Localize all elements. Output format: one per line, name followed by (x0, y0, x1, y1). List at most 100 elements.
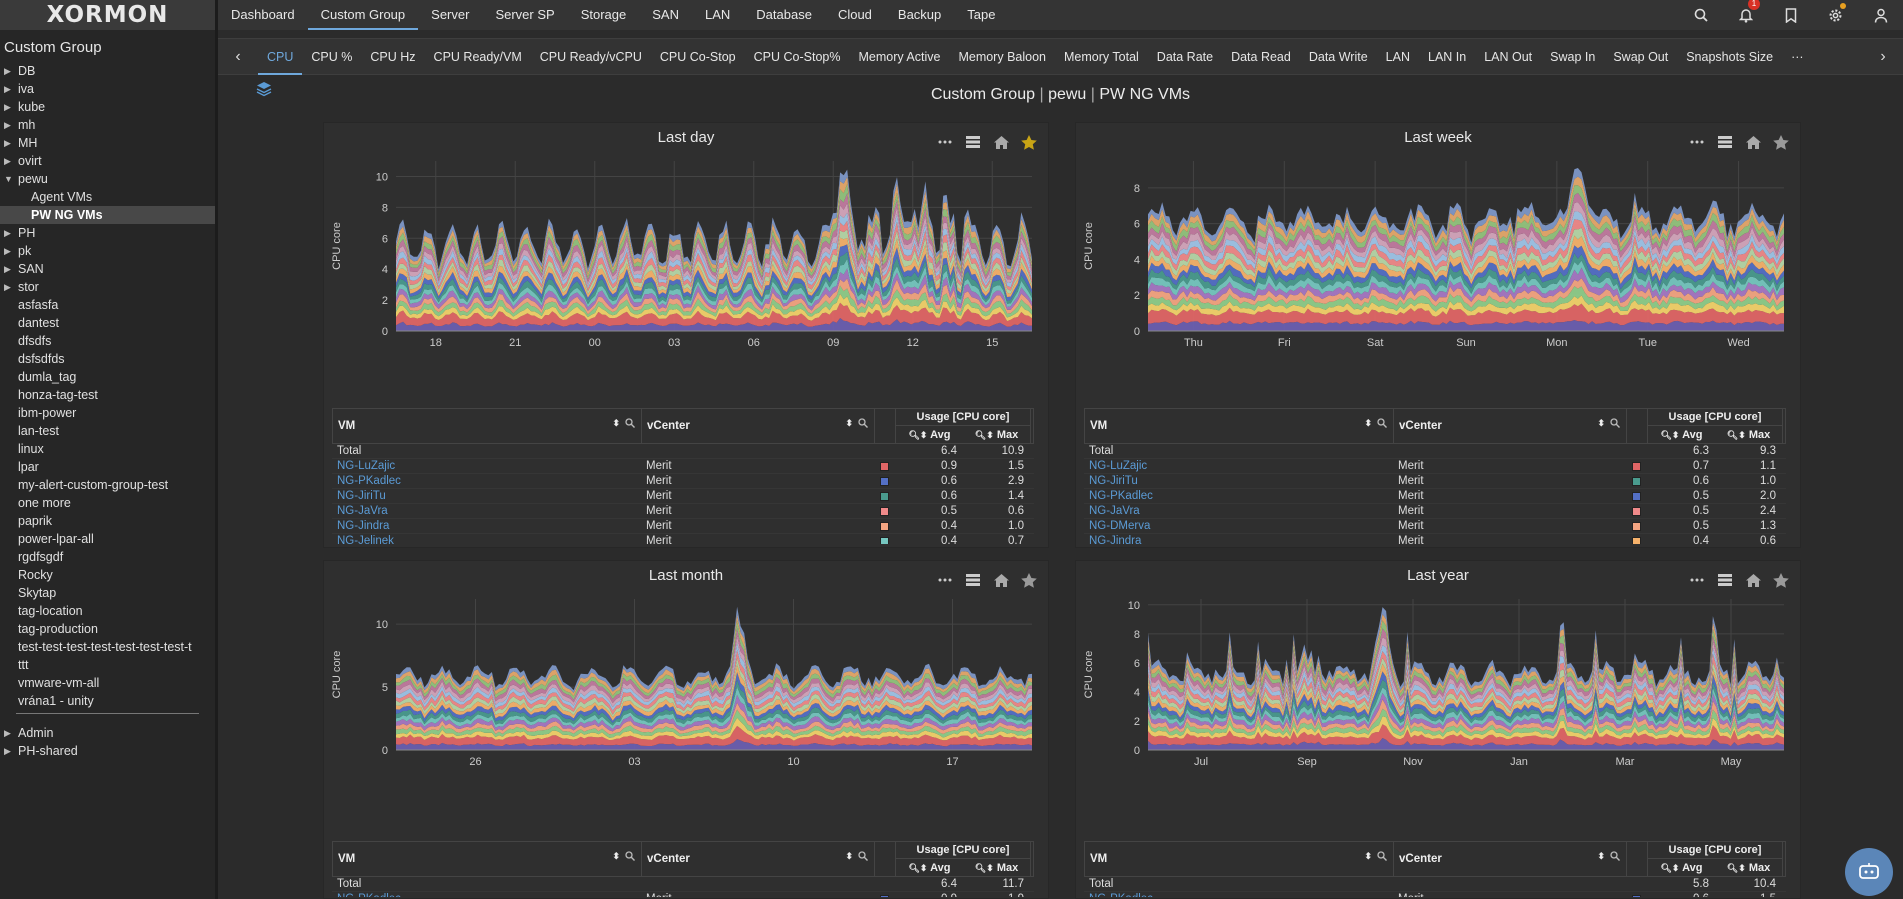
search-icon[interactable] (858, 418, 868, 431)
star-icon[interactable] (1772, 572, 1790, 588)
caret-right-icon[interactable]: ▶ (4, 156, 11, 166)
more-icon[interactable] (936, 134, 954, 150)
vm-name[interactable]: NG-Jindra (337, 520, 390, 532)
sidebar-item[interactable]: ▼ pewu (0, 170, 215, 188)
vm-name[interactable]: NG-Jindra (1089, 535, 1142, 544)
caret-right-icon[interactable]: ▶ (4, 728, 11, 738)
sort-icon[interactable]: ⬍ (1364, 851, 1372, 861)
search-icon[interactable] (625, 418, 635, 431)
sidebar-item[interactable]: linux (0, 440, 215, 458)
tabs-scroll-left-icon[interactable]: ‹ (235, 47, 241, 65)
vm-name[interactable]: NG-PKadlec (337, 475, 401, 487)
sidebar-item[interactable]: ttt (0, 656, 215, 674)
column-avg[interactable]: 🔍︎⬍ Avg (908, 862, 951, 874)
caret-right-icon[interactable]: ▶ (4, 746, 11, 756)
top-nav-item[interactable]: Tape (967, 7, 996, 22)
sidebar-item[interactable]: ▶ Admin (0, 724, 215, 742)
sub-tabs-more-button[interactable]: ··· (1791, 49, 1804, 64)
column-max[interactable]: 🔍︎⬍ Max (974, 429, 1019, 441)
caret-right-icon[interactable]: ▶ (4, 138, 11, 148)
sidebar-item[interactable]: lpar (0, 458, 215, 476)
tabs-scroll-right-icon[interactable]: › (1880, 48, 1886, 65)
sidebar-item[interactable]: tag-location (0, 602, 215, 620)
sort-icon[interactable]: ⬍ (1364, 418, 1372, 428)
sort-icon[interactable]: ⬍ (1597, 418, 1605, 428)
search-icon[interactable] (1678, 0, 1723, 30)
vm-name[interactable]: NG-LuZajic (1089, 460, 1148, 472)
sidebar-item[interactable]: dantest (0, 314, 215, 332)
sidebar-item[interactable]: ▶ MH (0, 134, 215, 152)
top-nav-item[interactable]: Storage (580, 7, 627, 22)
star-icon[interactable] (1020, 572, 1038, 588)
home-icon[interactable] (992, 134, 1010, 150)
column-max[interactable]: 🔍︎⬍ Max (974, 862, 1019, 874)
search-icon[interactable] (858, 851, 868, 864)
sub-tab[interactable]: Data Rate (1156, 49, 1214, 64)
sidebar-item[interactable]: ▶ kube (0, 98, 215, 116)
sub-tab[interactable]: LAN (1385, 49, 1410, 64)
column-vm[interactable]: VM ⬍ (1085, 409, 1394, 443)
sub-tab[interactable]: LAN In (1428, 49, 1467, 64)
sidebar-item[interactable]: dsfsdfds (0, 350, 215, 368)
sidebar-item[interactable]: ▶ mh (0, 116, 215, 134)
caret-right-icon[interactable]: ▶ (4, 264, 11, 274)
vm-name[interactable]: NG-Jelinek (337, 535, 394, 544)
top-nav-item[interactable]: Cloud (837, 7, 872, 22)
vm-name[interactable]: NG-PKadlec (332, 892, 641, 897)
caret-right-icon[interactable]: ▶ (4, 282, 11, 292)
sort-icon[interactable]: ⬍ (612, 418, 620, 428)
sub-tab[interactable]: CPU Co-Stop% (753, 49, 841, 64)
sub-tab[interactable]: Data Read (1231, 49, 1291, 64)
sub-tab[interactable]: CPU Ready/vCPU (539, 49, 642, 64)
vm-name[interactable]: NG-PKadlec (1084, 892, 1393, 897)
sidebar-item[interactable]: ▶ ovirt (0, 152, 215, 170)
sidebar-item[interactable]: PW NG VMs (0, 206, 215, 224)
vm-name[interactable]: NG-LuZajic (337, 460, 396, 472)
vm-name[interactable]: NG-JaVra (1089, 505, 1140, 517)
sidebar-item[interactable]: tag-production (0, 620, 215, 638)
caret-right-icon[interactable]: ▶ (4, 102, 11, 112)
column-vcenter[interactable]: vCenter ⬍ (642, 842, 875, 876)
sidebar-item[interactable]: Agent VMs (0, 188, 215, 206)
sub-tab[interactable]: CPU (258, 39, 303, 75)
sidebar-item[interactable]: test-test-test-test-test-test-test-t (0, 638, 215, 656)
search-icon[interactable] (1610, 851, 1620, 864)
top-nav-item[interactable]: Database (756, 7, 812, 22)
column-vm[interactable]: VM ⬍ (1085, 842, 1394, 876)
sidebar-item[interactable]: vrána1 - unity (0, 692, 215, 710)
star-icon[interactable] (1020, 134, 1038, 150)
caret-right-icon[interactable]: ▶ (4, 246, 11, 256)
sub-tab[interactable]: CPU % (311, 49, 353, 64)
column-avg[interactable]: 🔍︎⬍ Avg (1660, 862, 1703, 874)
vm-name[interactable]: NG-JaVra (337, 505, 388, 517)
column-max[interactable]: 🔍︎⬍ Max (1726, 429, 1771, 441)
stack-icon[interactable] (964, 572, 982, 588)
breadcrumb-group[interactable]: Custom Group (930, 86, 1035, 103)
caret-right-icon[interactable]: ▶ (4, 66, 11, 76)
sub-tab[interactable]: CPU Ready/VM (433, 49, 522, 64)
sidebar-item[interactable]: Rocky (0, 566, 215, 584)
chat-button[interactable] (1845, 848, 1893, 896)
column-avg[interactable]: 🔍︎⬍ Avg (908, 429, 951, 441)
sidebar-item[interactable]: Skytap (0, 584, 215, 602)
sub-tab[interactable]: CPU Co-Stop (659, 49, 736, 64)
sub-tab[interactable]: Memory Total (1064, 49, 1139, 64)
caret-right-icon[interactable]: ▶ (4, 120, 11, 130)
sort-icon[interactable]: ⬍ (845, 851, 853, 861)
sidebar-item[interactable]: ▶ PH-shared (0, 742, 215, 760)
star-icon[interactable] (1772, 134, 1790, 150)
caret-right-icon[interactable]: ▶ (4, 84, 11, 94)
search-icon[interactable] (1377, 418, 1387, 431)
more-icon[interactable] (936, 572, 954, 588)
sort-icon[interactable]: ⬍ (1597, 851, 1605, 861)
vm-name[interactable]: NG-JiriTu (337, 490, 386, 502)
home-icon[interactable] (1744, 134, 1762, 150)
sub-tab[interactable]: Swap Out (1613, 49, 1669, 64)
sidebar-item[interactable]: asfasfa (0, 296, 215, 314)
breadcrumb-subgroup[interactable]: pewu (1048, 86, 1087, 103)
bell-icon[interactable]: 1 (1723, 0, 1768, 30)
top-nav-item[interactable]: Custom Group (307, 0, 419, 30)
top-nav-item[interactable]: Dashboard (231, 7, 295, 22)
top-nav-item[interactable]: SAN (652, 7, 679, 22)
caret-down-icon[interactable]: ▼ (4, 174, 13, 184)
